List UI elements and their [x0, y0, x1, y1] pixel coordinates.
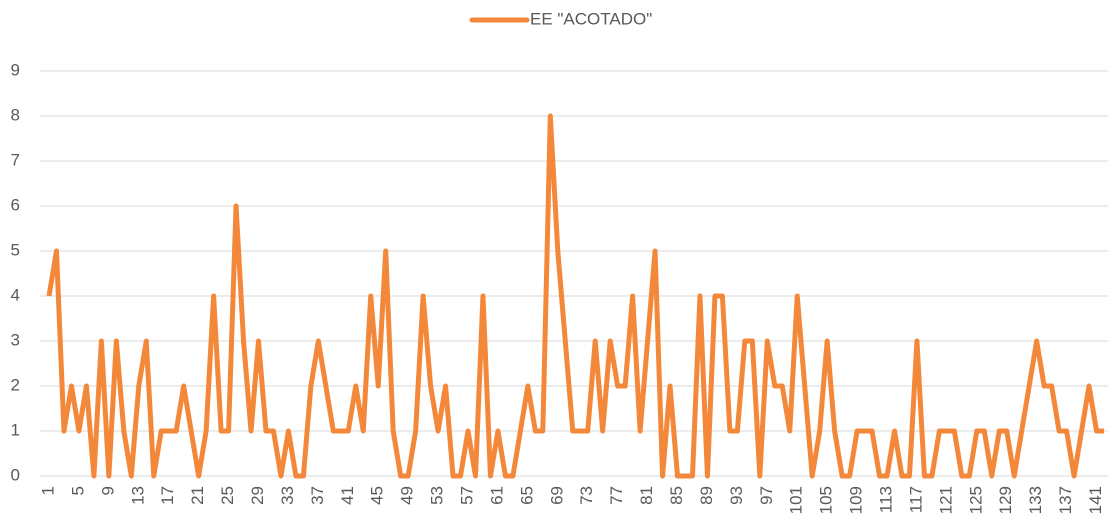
x-tick-label: 21: [188, 486, 207, 505]
y-tick-label: 0: [11, 465, 20, 484]
x-tick-label: 45: [368, 486, 387, 505]
x-tick-label: 1: [38, 486, 57, 495]
x-tick-label: 69: [547, 486, 566, 505]
x-tick-label: 73: [577, 486, 596, 505]
x-tick-label: 53: [428, 486, 447, 505]
y-tick-label: 6: [11, 195, 20, 214]
x-tick-label: 141: [1086, 486, 1105, 514]
x-tick-label: 5: [68, 486, 87, 495]
x-tick-label: 89: [697, 486, 716, 505]
y-tick-label: 8: [11, 105, 20, 124]
x-tick-label: 49: [398, 486, 417, 505]
x-tick-label: 93: [727, 486, 746, 505]
y-tick-label: 7: [11, 150, 20, 169]
x-tick-label: 9: [98, 486, 117, 495]
x-tick-label: 41: [338, 486, 357, 505]
x-tick-label: 125: [966, 486, 985, 514]
x-tick-label: 117: [906, 486, 925, 513]
x-tick-label: 85: [667, 486, 686, 505]
x-tick-label: 113: [876, 486, 895, 513]
x-tick-label: 65: [517, 486, 536, 505]
x-tick-label: 137: [1056, 486, 1075, 514]
x-tick-label: 61: [487, 486, 506, 505]
y-tick-label: 2: [11, 375, 20, 394]
x-tick-label: 25: [218, 486, 237, 505]
x-tick-label: 109: [847, 486, 866, 514]
x-tick-label: 29: [248, 486, 267, 505]
x-tick-label: 97: [757, 486, 776, 505]
x-tick-label: 105: [817, 486, 836, 514]
legend-label: EE "ACOTADO": [530, 9, 652, 28]
x-tick-label: 81: [637, 486, 656, 505]
x-tick-label: 121: [936, 486, 955, 514]
x-tick-label: 129: [996, 486, 1015, 514]
y-tick-label: 4: [11, 285, 20, 304]
y-tick-label: 5: [11, 240, 20, 259]
x-tick-label: 57: [457, 486, 476, 505]
y-tick-label: 9: [11, 60, 20, 79]
y-tick-label: 1: [11, 420, 20, 439]
y-tick-label: 3: [11, 330, 20, 349]
x-tick-label: 13: [128, 486, 147, 505]
x-tick-label: 133: [1026, 486, 1045, 514]
x-tick-label: 17: [158, 486, 177, 505]
x-tick-label: 101: [787, 486, 806, 514]
x-tick-label: 33: [278, 486, 297, 505]
x-tick-label: 37: [308, 486, 327, 505]
x-tick-label: 77: [607, 486, 626, 505]
data-line: [46, 113, 1104, 479]
